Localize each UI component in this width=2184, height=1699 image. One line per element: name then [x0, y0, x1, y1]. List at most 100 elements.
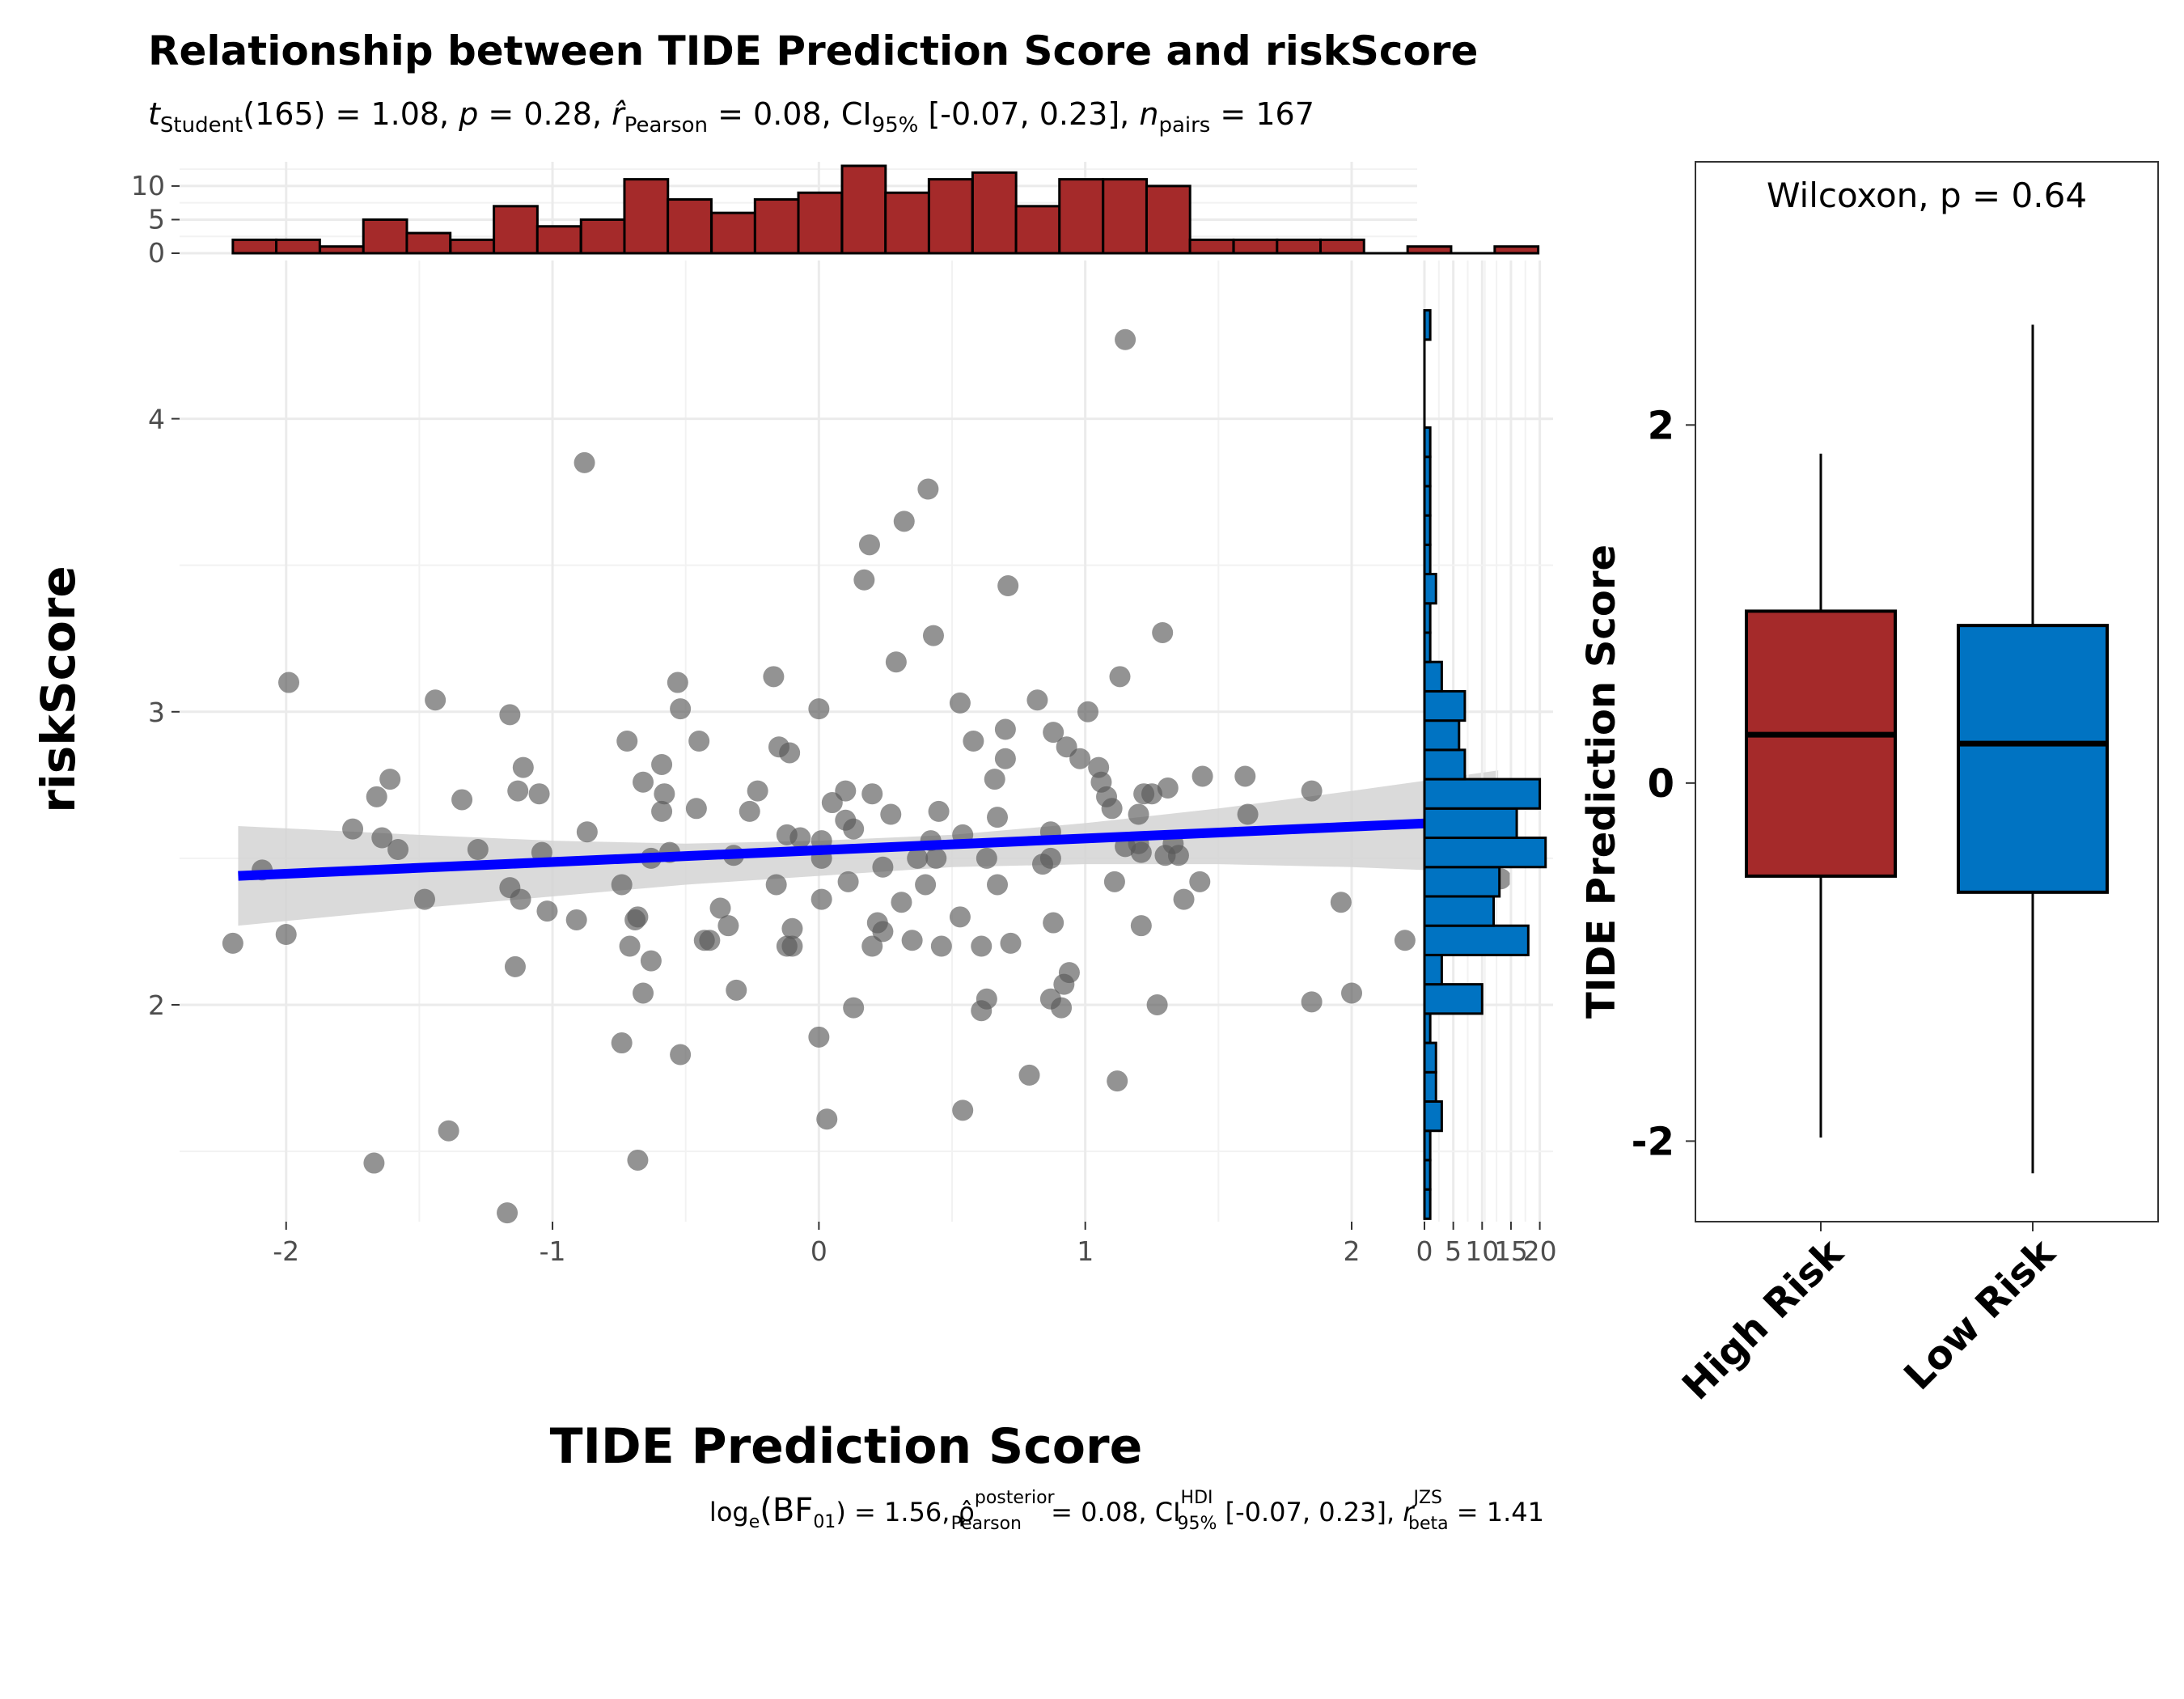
- boxplot-y-tick-label: 0: [1648, 761, 1674, 807]
- top-hist-bar: [405, 231, 452, 255]
- top-hist-bar: [579, 218, 626, 255]
- top-hist-bar: [753, 198, 800, 255]
- box-high-risk: [1745, 609, 1897, 878]
- top-hist-bar: [1318, 238, 1365, 255]
- top-hist-bar: [1058, 178, 1105, 255]
- scatter-point: [651, 800, 673, 822]
- boxplot-category-label: High Risk: [1674, 1230, 1852, 1409]
- scatter-point: [893, 511, 915, 532]
- scatter-point: [963, 731, 984, 752]
- scatter-point: [1128, 803, 1149, 825]
- scatter-point: [467, 839, 489, 861]
- scatter-point: [633, 982, 654, 1004]
- top-hist-bar: [362, 218, 408, 255]
- scatter-point: [1173, 888, 1195, 910]
- right-hist-bar: [1423, 1070, 1437, 1104]
- caption-ci-sub: 95%: [1178, 1514, 1217, 1534]
- x-tick-label: 2: [1344, 1235, 1361, 1267]
- scatter-point: [816, 1108, 838, 1130]
- scatter-point: [763, 666, 785, 688]
- right-hist-bar: [1423, 777, 1542, 810]
- scatter-point: [971, 935, 993, 957]
- top-hist-bar: [449, 238, 496, 255]
- subtitle-r-val: = 0.08,: [708, 96, 841, 132]
- right-hist-tick-label: 15: [1494, 1235, 1528, 1267]
- boxplot-panel: High Risk Low Risk -2 0 2: [1632, 161, 2159, 1409]
- caption-rho-sup: posterior: [975, 1488, 1056, 1508]
- scatter-point: [363, 1152, 385, 1174]
- scatter-point: [387, 839, 409, 861]
- scatter-point: [670, 698, 692, 720]
- boxplot-y-tick-label: -2: [1632, 1119, 1674, 1164]
- chart-title: Relationship between TIDE Prediction Sco…: [148, 28, 1478, 74]
- y-tick-label: 4: [148, 404, 165, 435]
- scatter-point: [1101, 798, 1123, 820]
- scatter-point: [342, 818, 364, 840]
- scatter-point: [275, 924, 297, 946]
- right-hist-bar: [1423, 866, 1501, 898]
- scatter-point: [1043, 912, 1064, 934]
- scatter-point: [971, 1000, 993, 1022]
- scatter-point: [776, 935, 798, 957]
- scatter-point: [1103, 871, 1125, 892]
- scatter-point: [670, 1044, 692, 1066]
- scatter-point: [925, 847, 947, 869]
- right-hist-bar: [1423, 689, 1467, 722]
- top-hist-bar: [884, 191, 930, 255]
- scatter-point: [619, 935, 641, 957]
- scatter-point: [808, 1026, 830, 1048]
- scatter-point: [1394, 930, 1416, 951]
- x-tick-label: 0: [811, 1235, 827, 1267]
- scatter-point: [1018, 1064, 1040, 1086]
- scatter-point: [1130, 915, 1152, 937]
- scatter-point: [843, 997, 865, 1019]
- subtitle-t-val: (165) = 1.08,: [243, 96, 459, 132]
- scatter-point: [765, 874, 787, 896]
- right-hist-bar: [1423, 983, 1484, 1015]
- y-tick-label: 2: [148, 989, 165, 1021]
- right-hist-bar: [1423, 660, 1443, 693]
- scatter-point: [1167, 845, 1189, 866]
- caption-log: log: [709, 1497, 749, 1527]
- top-hist-tick-label: 10: [131, 170, 165, 201]
- caption-bf: (BF: [760, 1492, 813, 1529]
- caption-rb-val: = 1.41: [1449, 1497, 1544, 1527]
- scatter-point: [616, 731, 638, 752]
- caption-bf-val: ) = 1.56,: [836, 1497, 958, 1527]
- scatter-point: [512, 756, 534, 778]
- scatter-point: [576, 821, 598, 843]
- x-tick-label: 1: [1077, 1235, 1094, 1267]
- scatter-point: [507, 780, 529, 802]
- scatter-point: [1026, 689, 1048, 711]
- scatter-point: [1234, 765, 1256, 787]
- scatter-point: [739, 800, 760, 822]
- scatter-point: [808, 698, 830, 720]
- scatter-point: [278, 672, 300, 693]
- x-tick-label: -2: [273, 1235, 299, 1267]
- subtitle-n-sub: pairs: [1158, 113, 1210, 138]
- subtitle-n: n: [1139, 96, 1158, 132]
- scatter-point: [994, 748, 1016, 769]
- scatter-point: [717, 915, 739, 937]
- scatter-point: [497, 1202, 518, 1224]
- scatter-point: [1043, 722, 1064, 744]
- subtitle-r-sub: Pearson: [624, 113, 708, 138]
- scatter-point: [928, 800, 950, 822]
- scatter-point: [504, 955, 526, 977]
- scatter-point: [747, 780, 768, 802]
- right-hist-bar: [1423, 748, 1467, 781]
- scatter-point: [1189, 871, 1211, 892]
- chart-caption: loge(BF01) = 1.56, ρ̂posterior Pearson = …: [709, 1488, 1544, 1534]
- x-axis-title: TIDE Prediction Score: [550, 1418, 1143, 1475]
- scatter-point: [885, 651, 907, 673]
- scatter-point: [781, 917, 803, 939]
- caption-ci-val: [-0.07, 0.23],: [1217, 1497, 1403, 1527]
- scatter-point: [891, 892, 912, 913]
- right-hist-bar: [1423, 719, 1461, 752]
- top-hist-bar: [971, 171, 1018, 255]
- scatter-point: [438, 1120, 459, 1142]
- regression-line: [238, 815, 1499, 881]
- scatter-point: [1058, 962, 1080, 984]
- scatter-point: [667, 672, 688, 693]
